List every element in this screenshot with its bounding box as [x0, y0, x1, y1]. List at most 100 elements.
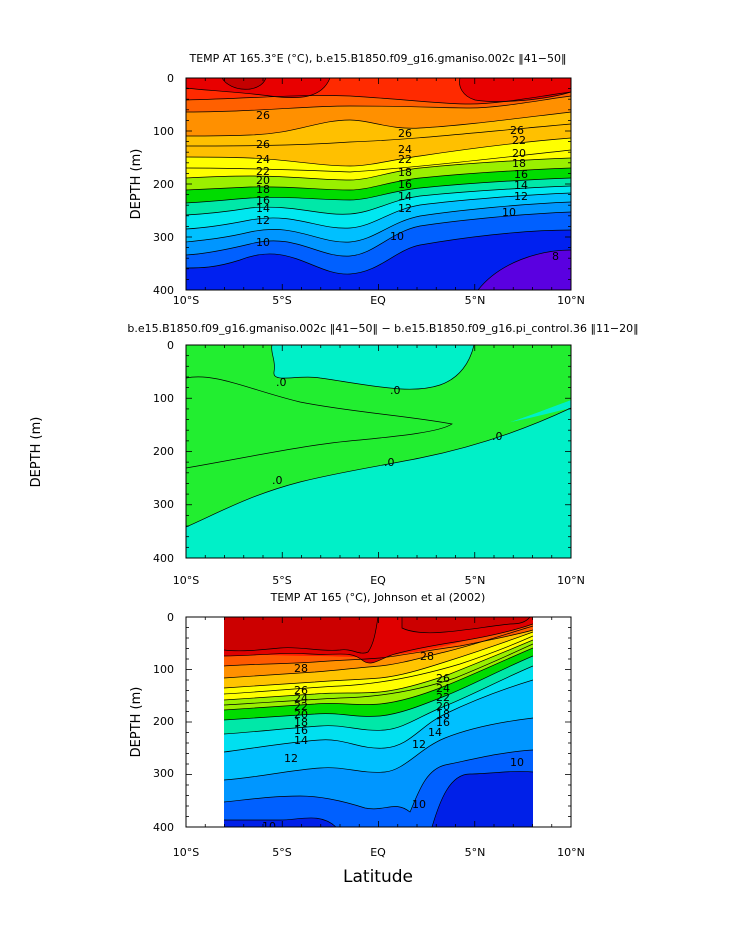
- p1-xtick: 10°N: [557, 294, 585, 307]
- p1-clabel: 24: [398, 143, 412, 156]
- p1-clabel: 10: [390, 230, 404, 243]
- panel-3-plot: 28 28 26 26 24 24 22 22 20 20 18 18 16 1…: [224, 617, 533, 833]
- p1-clabel: 22: [398, 153, 412, 166]
- p1-clabel: 20: [256, 174, 270, 187]
- p2-xticks: 10°S 5°S EQ 5°N 10°N: [173, 574, 585, 587]
- p3-clabel: 10: [262, 820, 276, 833]
- p3-clabel: 18: [436, 708, 450, 721]
- p1-clabel: 26: [398, 127, 412, 140]
- p2-band-green-upper: [186, 345, 571, 432]
- p1-ytick: 300: [153, 231, 174, 244]
- p2-xtick: 10°S: [173, 574, 199, 587]
- p2-xtick: 5°S: [272, 574, 291, 587]
- p3-clabel: 22: [436, 691, 450, 704]
- p3-clabel: 22: [294, 700, 308, 713]
- panel-3-title: TEMP AT 165 (°C), Johnson et al (2002): [270, 591, 486, 604]
- p2-ytick: 200: [153, 445, 174, 458]
- p3-ytick: 400: [153, 821, 174, 834]
- panel-2-title: b.e15.B1850.f09_g16.gmaniso.002c ‖41−50‖…: [127, 322, 638, 335]
- p1-clabel: 18: [398, 166, 412, 179]
- p3-clabel: 20: [294, 708, 308, 721]
- p1-xtick: 5°N: [465, 294, 486, 307]
- p3-clabel: 12: [412, 738, 426, 751]
- p1-contour-labels: 26 26 26 26 24 24 22 22 22 20 20 18 18 1…: [256, 109, 559, 263]
- p1-clabel: 12: [256, 214, 270, 227]
- p2-clabel: .0: [384, 456, 395, 469]
- p3-clabel: 10: [510, 756, 524, 769]
- panel-1-title: TEMP AT 165.3°E (°C), b.e15.B1850.f09_g1…: [189, 52, 567, 65]
- p3-xtick: 10°N: [557, 846, 585, 859]
- p1-clabel: 14: [514, 179, 528, 192]
- p3-contour-labels: 28 28 26 26 24 24 22 22 20 20 18 18 16 1…: [262, 650, 524, 833]
- p3-ytick: 100: [153, 663, 174, 676]
- p1-clabel: 22: [256, 165, 270, 178]
- p3-clabel: 26: [436, 672, 450, 685]
- p3-xtick: EQ: [370, 846, 386, 859]
- p1-clabel: 26: [256, 109, 270, 122]
- p2-clabel: .0: [492, 430, 503, 443]
- p1-yticks: 0 100 200 300 400: [153, 72, 174, 297]
- p3-band-dark: [224, 617, 530, 654]
- p3-yticks: 0 100 200 300 400: [153, 611, 174, 834]
- p1-clabel: 10: [502, 206, 516, 219]
- p1-band-15: [222, 78, 266, 90]
- p1-clabel: 14: [256, 202, 270, 215]
- p3-clabel: 14: [428, 726, 442, 739]
- p1-contours: [186, 78, 571, 290]
- p3-clabel: 28: [420, 650, 434, 663]
- p1-xticks: 10°S 5°S EQ 5°N 10°N: [173, 294, 585, 307]
- p1-ytick: 0: [167, 72, 174, 85]
- p3-contours: [224, 617, 533, 827]
- p2-yticks: 0 100 200 300 400: [153, 339, 174, 565]
- p3-ytick: 0: [167, 611, 174, 624]
- p2-xtick: EQ: [370, 574, 386, 587]
- p1-clabel: 26: [256, 138, 270, 151]
- p1-xtick: 10°S: [173, 294, 199, 307]
- p2-clabel: .0: [276, 376, 287, 389]
- p3-clabel: 16: [294, 724, 308, 737]
- p1-ylabel: DEPTH (m): [129, 149, 144, 220]
- p1-clabel: 18: [256, 183, 270, 196]
- p1-clabel: 12: [514, 190, 528, 203]
- p3-xtick: 5°S: [272, 846, 291, 859]
- p2-xtick: 10°N: [557, 574, 585, 587]
- p1-clabel: 16: [514, 168, 528, 181]
- p2-ytick: 300: [153, 498, 174, 511]
- x-axis-label: Latitude: [343, 867, 413, 887]
- p3-clabel: 24: [294, 692, 308, 705]
- p3-xtick: 10°S: [173, 846, 199, 859]
- p2-clabel: .0: [390, 384, 401, 397]
- p1-clabel: 16: [398, 178, 412, 191]
- p1-clabel: 14: [398, 190, 412, 203]
- panel-2: b.e15.B1850.f09_g16.gmaniso.002c ‖41−50‖…: [29, 322, 639, 587]
- tick-marks: [185, 77, 572, 828]
- panel-1: TEMP AT 165.3°E (°C), b.e15.B1850.f09_g1…: [129, 52, 585, 307]
- panel-2-plot: .0 .0 .0 .0 .0: [186, 345, 571, 558]
- p1-clabel: 24: [256, 153, 270, 166]
- p3-clabel: 16: [436, 716, 450, 729]
- panel-3: TEMP AT 165 (°C), Johnson et al (2002): [129, 591, 585, 859]
- p1-clabel: 20: [512, 147, 526, 160]
- p1-clabel: 8: [552, 250, 559, 263]
- p3-ylabel: DEPTH (m): [129, 687, 144, 758]
- p1-clabel: 22: [512, 134, 526, 147]
- p3-clabel: 24: [436, 682, 450, 695]
- p1-clabel: 12: [398, 202, 412, 215]
- p3-clabel: 10: [412, 798, 426, 811]
- p3-clabel: 12: [284, 752, 298, 765]
- p3-xticks: 10°S 5°S EQ 5°N 10°N: [173, 846, 585, 859]
- p1-clabel: 18: [512, 157, 526, 170]
- p1-ytick: 400: [153, 284, 174, 297]
- p3-clabel: 18: [294, 716, 308, 729]
- p1-clabel: 26: [510, 124, 524, 137]
- p3-xtick: 5°N: [465, 846, 486, 859]
- p2-ytick: 0: [167, 339, 174, 352]
- p3-clabel: 28: [294, 662, 308, 675]
- p3-clabel: 20: [436, 700, 450, 713]
- p2-ytick: 400: [153, 552, 174, 565]
- p2-band-green-fix: [186, 376, 571, 515]
- p1-ytick: 100: [153, 125, 174, 138]
- p2-contours: [186, 345, 571, 528]
- p2-xtick: 5°N: [465, 574, 486, 587]
